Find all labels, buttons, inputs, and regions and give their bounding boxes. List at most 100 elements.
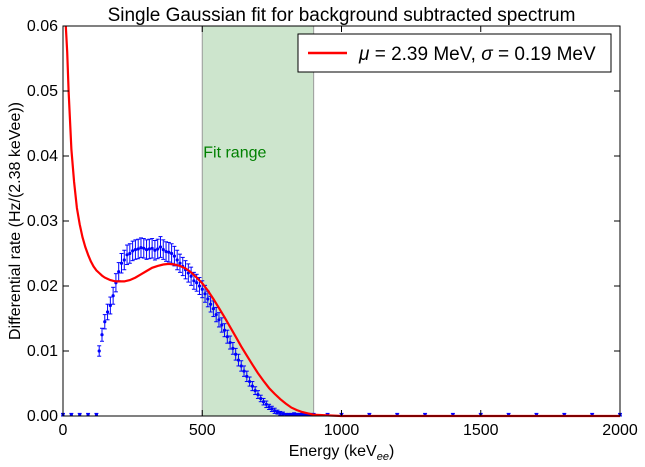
legend-text-a: = 2.39 MeV, <box>369 44 481 65</box>
data-point <box>141 238 146 259</box>
data-point <box>175 249 180 271</box>
fit-range-band <box>201 25 315 417</box>
data-marker <box>150 246 154 250</box>
data-point <box>161 239 166 260</box>
data-marker <box>156 247 160 251</box>
x-axis-label-subscript: ee <box>377 451 389 463</box>
data-marker <box>253 389 257 393</box>
y-tick-label: 0.06 <box>27 18 58 35</box>
data-point <box>99 327 104 342</box>
data-marker <box>122 258 126 262</box>
fit-line <box>64 25 620 418</box>
data-marker <box>153 248 157 252</box>
data-marker <box>178 261 182 265</box>
data-point <box>119 253 124 274</box>
legend: μ = 2.39 MeV, σ = 0.19 MeV <box>297 33 612 73</box>
data-point <box>102 314 107 330</box>
data-marker <box>128 251 132 256</box>
data-point <box>133 239 138 260</box>
data-point <box>267 403 272 410</box>
data-marker <box>100 333 104 337</box>
data-point <box>177 253 182 273</box>
y-tick-label: 0.05 <box>27 83 58 100</box>
data-point <box>242 365 247 377</box>
data-point <box>97 345 102 357</box>
data-marker <box>234 352 238 356</box>
data-marker <box>247 379 252 384</box>
data-marker <box>239 364 243 368</box>
data-marker <box>209 302 213 306</box>
data-point <box>225 329 230 344</box>
data-point <box>108 296 113 315</box>
data-marker <box>139 246 143 250</box>
data-point <box>166 241 171 263</box>
data-point <box>158 236 163 258</box>
data-point <box>125 244 130 266</box>
data-marker <box>189 274 193 278</box>
data-marker <box>172 254 176 258</box>
data-marker <box>231 346 235 350</box>
legend-entry-fit: μ = 2.39 MeV, σ = 0.19 MeV <box>358 44 596 65</box>
x-axis-label-main: Energy (keV <box>289 443 377 460</box>
data-marker <box>142 246 146 250</box>
data-point <box>189 266 194 286</box>
data-marker <box>125 253 129 257</box>
data-marker <box>147 247 151 251</box>
data-marker <box>203 292 207 296</box>
data-marker <box>214 313 218 317</box>
data-marker <box>164 249 168 254</box>
data-marker <box>136 247 140 251</box>
data-point <box>247 376 252 387</box>
y-tick-label: 0.03 <box>27 213 58 230</box>
x-tick-label: 1000 <box>324 422 360 439</box>
data-marker <box>144 248 149 252</box>
data-marker <box>133 248 138 252</box>
data-point <box>155 238 160 260</box>
data-marker <box>111 294 115 298</box>
chart-title: Single Gaussian fit for background subtr… <box>108 5 576 26</box>
data-point <box>152 240 157 261</box>
data-marker <box>242 369 246 373</box>
data-marker <box>131 249 135 253</box>
data-point <box>150 238 155 259</box>
x-tick-label: 500 <box>189 422 216 439</box>
data-point <box>228 335 233 350</box>
data-marker <box>195 281 199 285</box>
data-marker <box>206 297 210 301</box>
data-marker <box>105 310 110 314</box>
data-marker <box>217 318 221 322</box>
data-marker <box>197 284 202 288</box>
data-point <box>127 243 132 264</box>
data-marker <box>167 250 171 254</box>
data-point <box>214 306 219 323</box>
data-marker <box>228 340 232 345</box>
data-point <box>136 238 141 260</box>
data-marker <box>161 248 165 252</box>
data-marker <box>222 328 227 332</box>
data-marker <box>119 261 124 265</box>
legend-sigma-symbol: σ <box>481 44 494 65</box>
x-tick-label: 1500 <box>463 422 499 439</box>
data-point <box>172 245 177 267</box>
data-marker <box>192 279 196 283</box>
data-marker <box>264 402 268 406</box>
data-point <box>130 240 135 262</box>
data-point <box>216 312 221 328</box>
data-marker <box>158 245 163 249</box>
legend-text-b: = 0.19 MeV <box>493 44 596 65</box>
x-tick-label: 0 <box>59 422 68 439</box>
data-point <box>244 370 249 383</box>
data-marker <box>200 287 204 291</box>
fit-range-label: Fit range <box>203 144 266 161</box>
y-tick-label: 0.02 <box>27 278 58 295</box>
data-marker <box>259 396 263 401</box>
x-axis-label: Energy (keVee) <box>289 443 395 463</box>
legend-box <box>297 33 612 73</box>
y-tick-label: 0.04 <box>27 148 58 165</box>
y-tick-label: 0.00 <box>27 408 58 425</box>
data-point <box>144 239 149 260</box>
data-point <box>138 237 143 258</box>
x-axis-label-end: ) <box>389 443 394 460</box>
